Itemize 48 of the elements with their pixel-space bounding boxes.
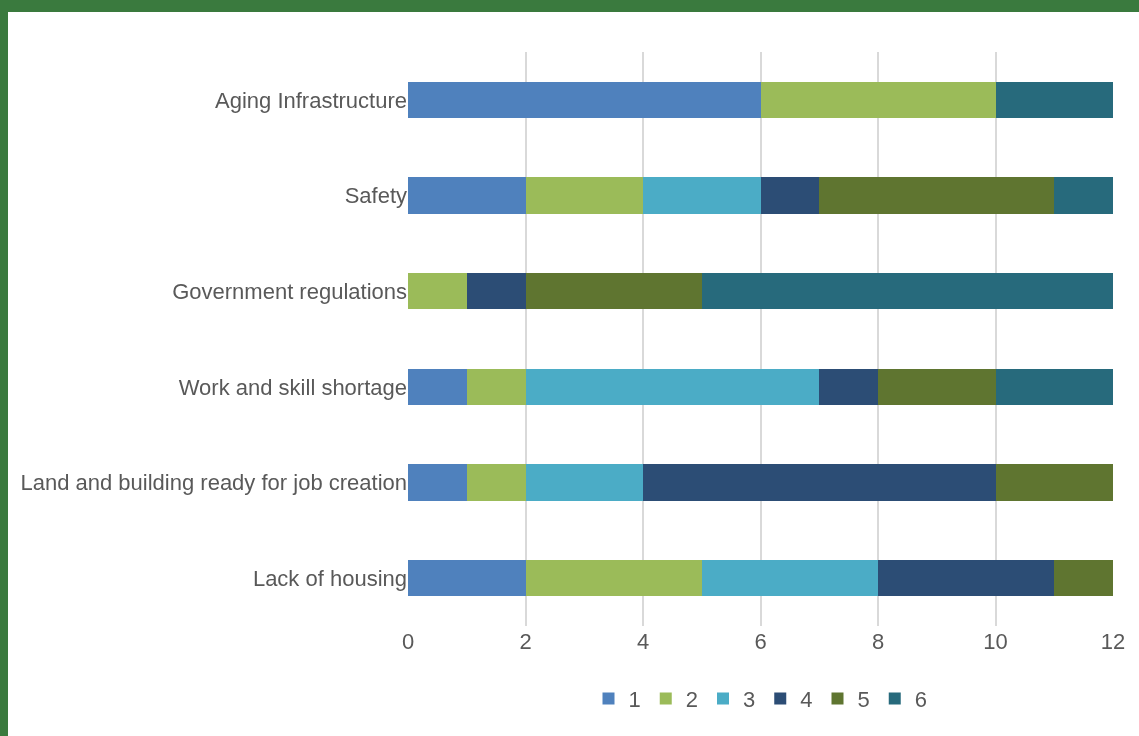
legend-label: 1	[628, 687, 641, 713]
x-tick-label: 6	[754, 629, 767, 654]
bar	[466, 272, 526, 310]
x-tick-label: 10	[983, 629, 1008, 654]
x-tick-label: 12	[1100, 629, 1126, 654]
bar	[701, 559, 878, 597]
x-tick-label: 0	[401, 629, 415, 654]
bar	[701, 272, 1113, 310]
bar	[408, 177, 526, 214]
bar	[408, 464, 467, 501]
y-tick-label: Lack of housing	[252, 565, 407, 591]
x-tick-label: 4	[636, 629, 650, 654]
bar	[408, 368, 467, 406]
y-tick-label: Land and building ready for job creation	[20, 470, 407, 496]
bar	[760, 177, 820, 214]
bar	[643, 464, 996, 501]
y-tick-label: Safety	[344, 183, 407, 209]
bar	[525, 464, 643, 501]
bar	[878, 368, 996, 406]
bar	[760, 81, 996, 119]
bar	[1054, 559, 1113, 597]
bar	[819, 368, 878, 406]
bar	[525, 177, 643, 214]
bar	[995, 464, 1113, 501]
legend-label: 5	[857, 687, 870, 713]
bar	[408, 81, 761, 119]
bar	[643, 177, 761, 214]
bar	[995, 81, 1113, 119]
bar	[525, 272, 702, 310]
legend-label: 4	[800, 687, 813, 713]
bar	[466, 368, 526, 406]
bar	[995, 368, 1113, 406]
y-tick-label: Work and skill shortage	[178, 374, 407, 400]
bar	[878, 559, 1055, 597]
bar	[819, 177, 1055, 214]
bar	[1054, 177, 1113, 214]
y-tick-label: Aging Infrastructure	[215, 87, 407, 113]
legend-label: 6	[914, 687, 927, 713]
legend-label: 3	[743, 687, 756, 713]
x-tick-label: 8	[871, 629, 885, 654]
bar	[466, 464, 526, 501]
bar	[525, 368, 820, 406]
bar	[408, 272, 467, 310]
bar	[408, 559, 526, 597]
y-tick-label: Government regulations	[172, 278, 407, 304]
legend-label: 2	[685, 687, 698, 713]
bar	[525, 559, 702, 597]
x-tick-label: 2	[519, 629, 532, 654]
